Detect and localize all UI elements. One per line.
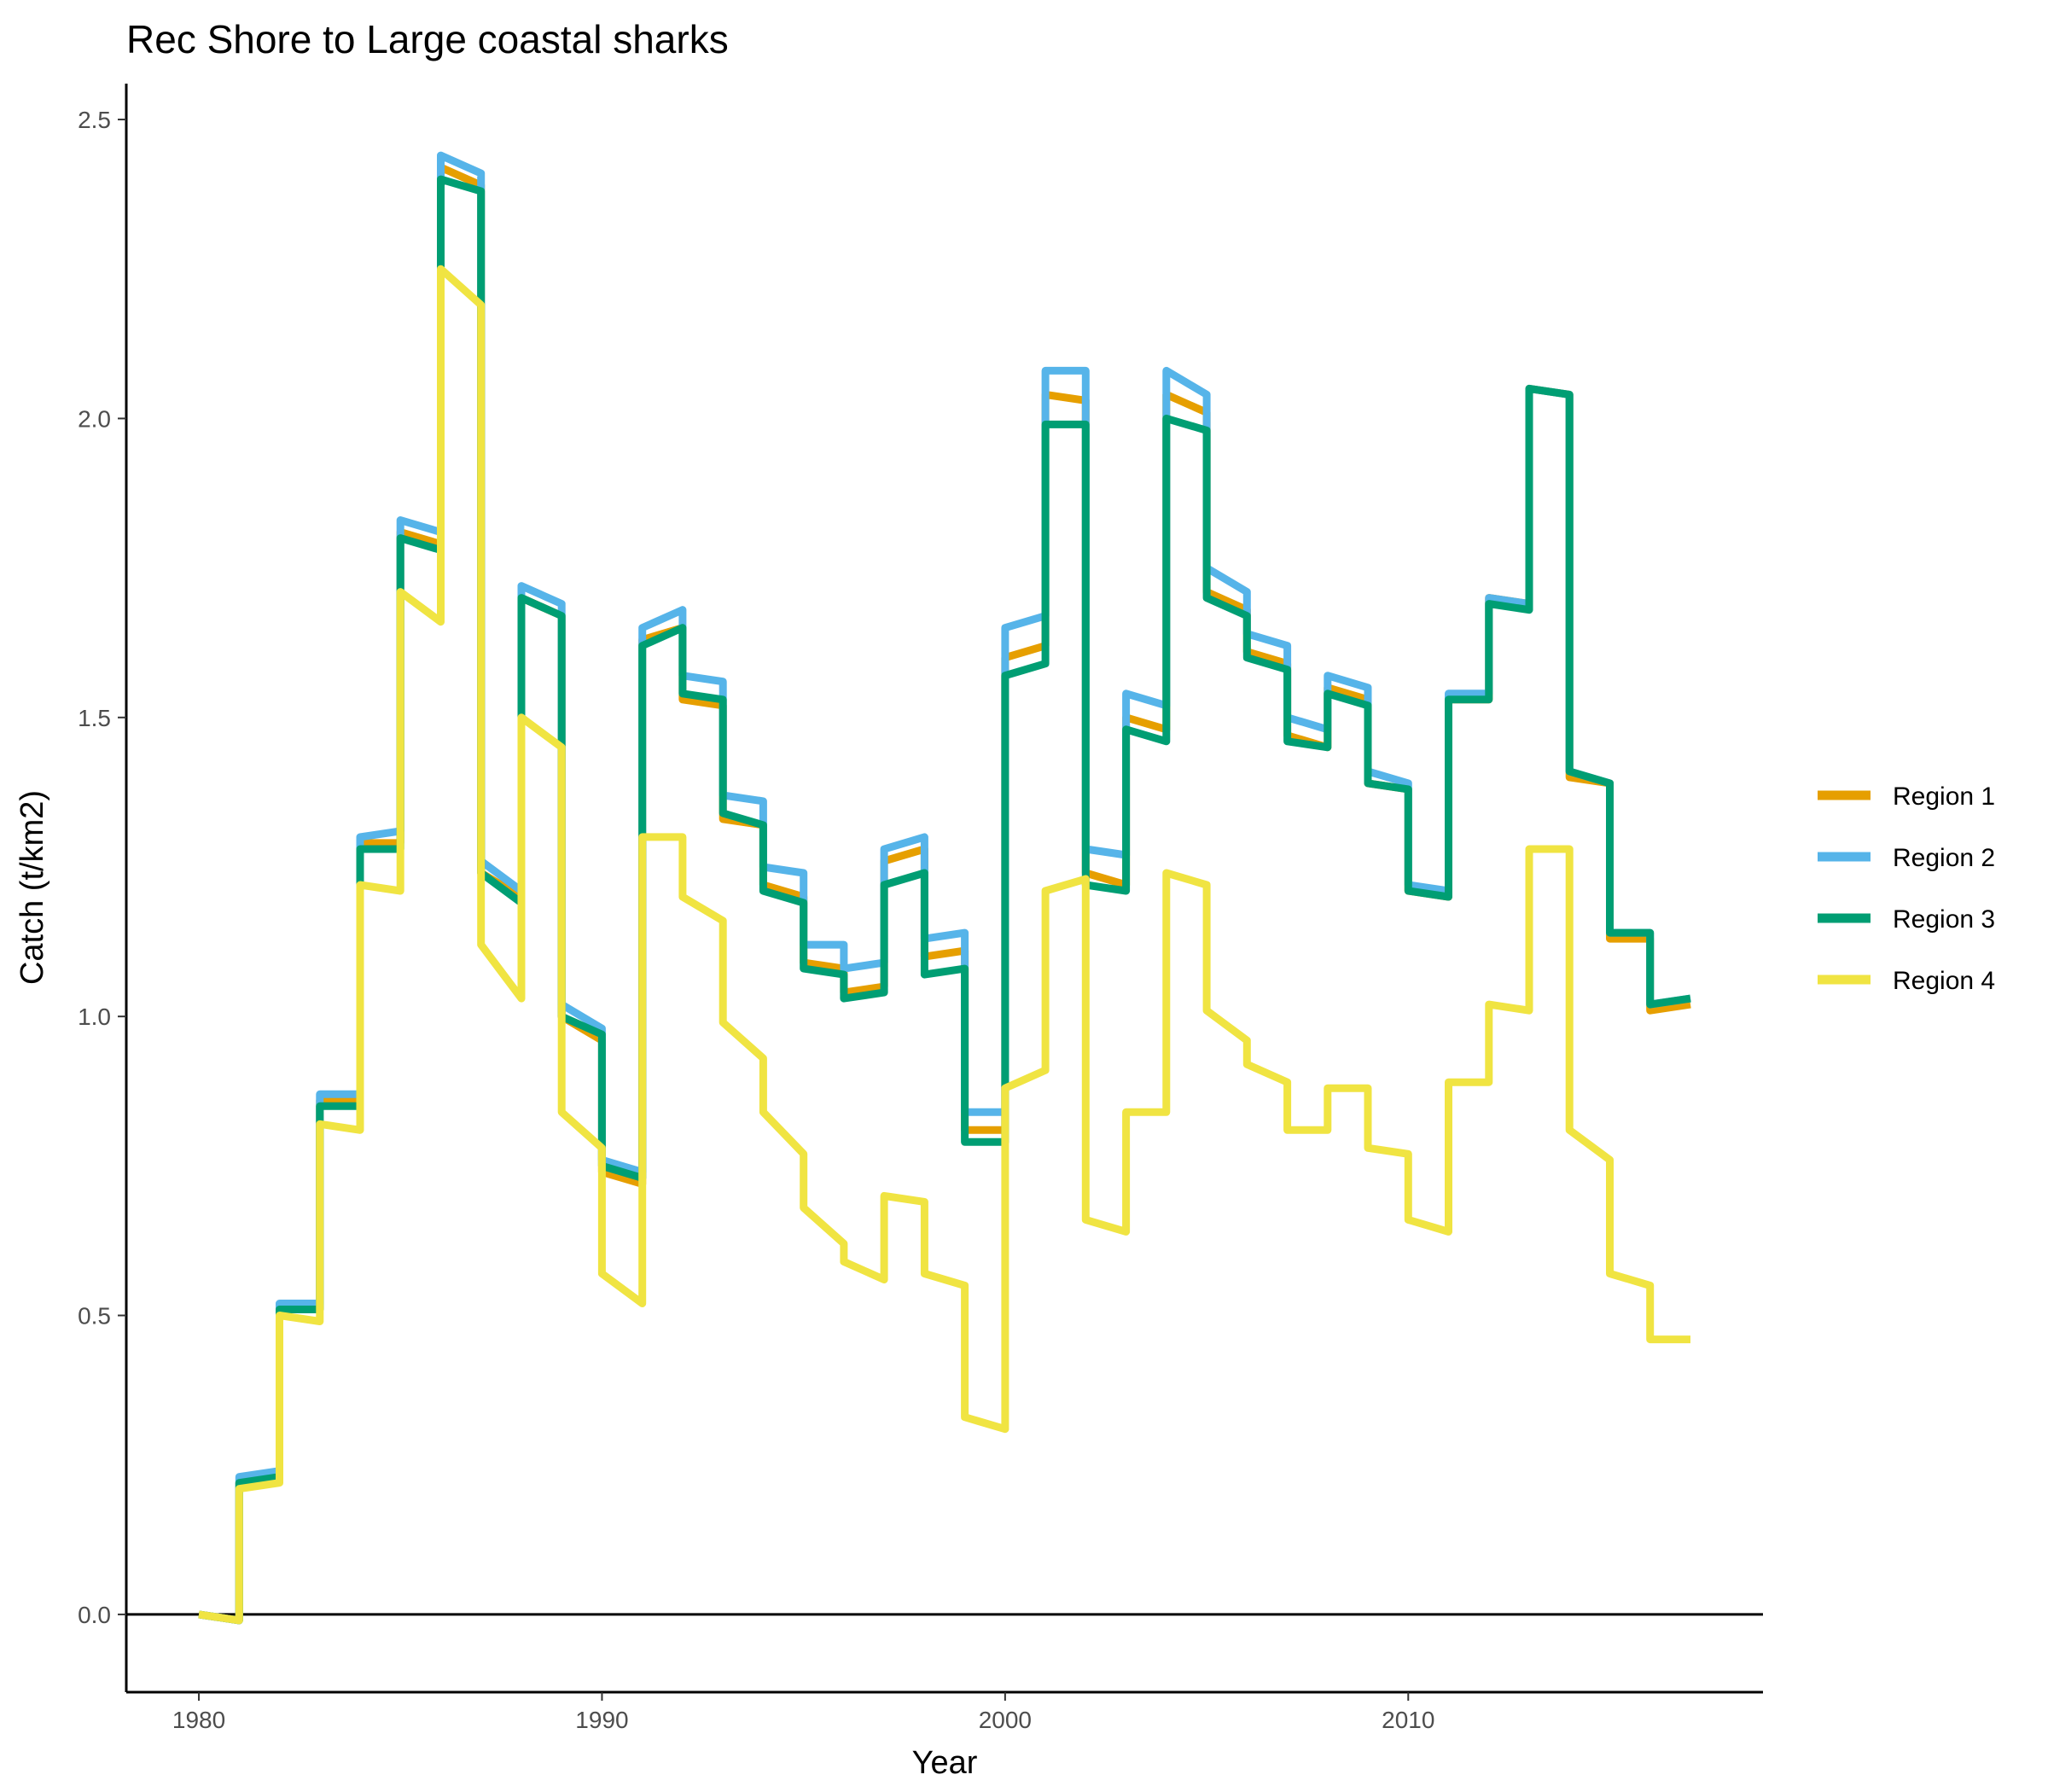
y-tick-label: 0.5 — [78, 1303, 111, 1329]
x-tick-label: 2010 — [1382, 1707, 1434, 1733]
y-tick-label: 2.0 — [78, 405, 111, 432]
y-tick-label: 1.0 — [78, 1004, 111, 1030]
y-tick-label: 0.0 — [78, 1602, 111, 1628]
legend-label-region-3: Region 3 — [1893, 905, 1995, 934]
x-tick-label: 1980 — [172, 1707, 225, 1733]
series-line-region-4 — [198, 265, 1690, 1625]
x-tick-label: 1990 — [575, 1707, 628, 1733]
legend-label-region-2: Region 2 — [1893, 844, 1995, 872]
x-ticks: 1980 1990 2000 2010 — [172, 1692, 1434, 1733]
series-line-region-1 — [198, 163, 1691, 1625]
plot-area — [126, 151, 1763, 1625]
legend-label-region-4: Region 4 — [1893, 967, 1995, 995]
series-line-region-2 — [198, 151, 1691, 1625]
series-line-region-3 — [198, 175, 1691, 1625]
y-tick-label: 2.5 — [78, 107, 111, 133]
y-tick-label: 1.5 — [78, 705, 111, 731]
x-tick-label: 2000 — [979, 1707, 1032, 1733]
y-ticks: 0.0 0.5 1.0 1.5 2.0 2.5 — [78, 107, 126, 1628]
x-axis-title: Year — [912, 1745, 978, 1781]
chart-title: Rec Shore to Large coastal sharks — [126, 17, 729, 61]
legend: Region 1 Region 2 Region 3 Region 4 — [1818, 783, 1995, 995]
y-axis-title: Catch (t/km2) — [15, 790, 50, 985]
legend-label-region-1: Region 1 — [1893, 783, 1995, 811]
